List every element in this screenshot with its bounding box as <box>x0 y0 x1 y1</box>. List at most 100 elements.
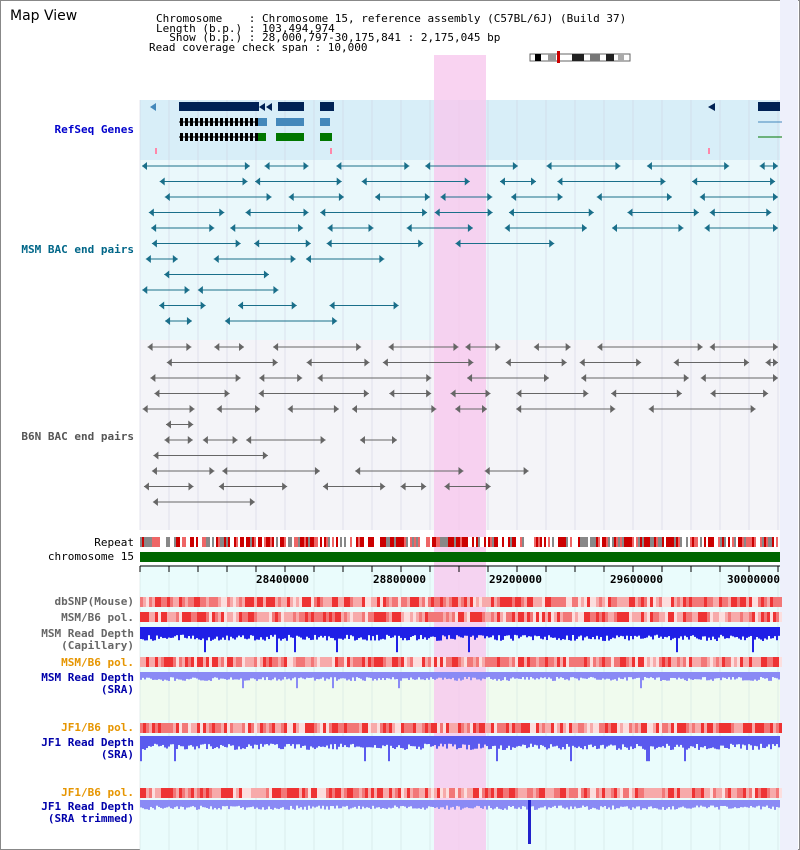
bac-pair[interactable] <box>351 405 437 413</box>
bac-pair[interactable] <box>700 374 778 382</box>
bac-pair[interactable] <box>450 389 491 398</box>
bac-pair[interactable] <box>646 162 730 170</box>
bac-pair[interactable] <box>166 358 278 367</box>
bac-pair[interactable] <box>611 389 682 398</box>
bac-pair[interactable] <box>579 358 642 367</box>
bac-pair[interactable] <box>355 467 464 475</box>
bac-pair[interactable] <box>224 317 338 325</box>
bac-pair[interactable] <box>197 286 279 294</box>
bac-pair[interactable] <box>164 193 272 201</box>
bac-pair[interactable] <box>255 177 342 186</box>
bac-pair[interactable] <box>152 498 255 506</box>
bac-pair[interactable] <box>455 239 555 248</box>
bac-pair[interactable] <box>165 420 194 429</box>
bac-pair[interactable] <box>329 301 399 310</box>
bac-pair[interactable] <box>151 239 241 248</box>
bac-pair[interactable] <box>202 436 238 444</box>
selected-region-highlight[interactable] <box>434 55 486 850</box>
bac-pair[interactable] <box>444 482 491 491</box>
bac-pair[interactable] <box>389 389 432 398</box>
bac-pair[interactable] <box>305 255 385 263</box>
bac-pair[interactable] <box>327 224 374 232</box>
bac-pair[interactable] <box>648 405 756 413</box>
bac-pair[interactable] <box>699 193 778 201</box>
bac-pair[interactable] <box>151 467 215 475</box>
bac-pair[interactable] <box>484 467 529 475</box>
bac-pair[interactable] <box>765 358 778 367</box>
bac-pair[interactable] <box>546 162 621 170</box>
bac-pair[interactable] <box>467 374 549 382</box>
bac-pair[interactable] <box>505 358 567 367</box>
bac-pair[interactable] <box>246 436 326 444</box>
bac-pair[interactable] <box>164 270 269 279</box>
bac-pair[interactable] <box>159 301 206 310</box>
bac-pair[interactable] <box>673 358 750 367</box>
bac-pair[interactable] <box>317 374 432 382</box>
bac-pair[interactable] <box>627 208 699 217</box>
bac-pair[interactable] <box>214 343 245 351</box>
bac-pair[interactable] <box>150 374 241 382</box>
repeat-track[interactable] <box>140 537 780 547</box>
bac-pair[interactable] <box>159 177 248 186</box>
bac-pair[interactable] <box>151 224 215 232</box>
bac-pair[interactable] <box>336 162 410 170</box>
bac-pair[interactable] <box>213 255 296 263</box>
bac-pair[interactable] <box>288 193 344 201</box>
bac-pair[interactable] <box>710 389 769 398</box>
bac-pair[interactable] <box>164 436 193 444</box>
bac-pair[interactable] <box>533 343 571 351</box>
bac-pair[interactable] <box>516 389 589 398</box>
chromosome-ideogram[interactable] <box>529 51 631 63</box>
bac-pair[interactable] <box>165 317 192 325</box>
bac-pair[interactable] <box>320 208 428 217</box>
bac-pair[interactable] <box>388 343 459 351</box>
bac-pair[interactable] <box>511 193 563 201</box>
bac-pair[interactable] <box>508 208 594 217</box>
refseq-genes[interactable] <box>150 102 782 154</box>
bac-pair[interactable] <box>245 208 309 217</box>
bac-pair[interactable] <box>504 224 587 232</box>
bac-pair[interactable] <box>465 343 501 351</box>
bac-pair[interactable] <box>516 405 616 413</box>
bac-pair[interactable] <box>326 239 424 248</box>
bac-pair[interactable] <box>143 482 194 491</box>
heatmap-tracks[interactable] <box>140 597 782 798</box>
bac-pair[interactable] <box>264 162 309 170</box>
chromosome-bar[interactable] <box>140 552 780 562</box>
bac-pair[interactable] <box>148 208 225 217</box>
bac-pair[interactable] <box>142 405 195 413</box>
bac-pair[interactable] <box>142 162 250 170</box>
bac-pair[interactable] <box>287 405 339 413</box>
bac-pair[interactable] <box>611 224 684 232</box>
bac-pair[interactable] <box>258 389 369 398</box>
bac-pair[interactable] <box>406 224 473 232</box>
bac-pair[interactable] <box>216 405 261 413</box>
bac-pair[interactable] <box>361 177 470 186</box>
bac-pair[interactable] <box>359 436 398 444</box>
bac-pair[interactable] <box>218 482 288 491</box>
bac-pair[interactable] <box>154 389 230 398</box>
bac-pair[interactable] <box>440 193 493 201</box>
bac-pair[interactable] <box>597 343 703 351</box>
bac-pair[interactable] <box>322 482 386 491</box>
bac-pair[interactable] <box>254 239 311 248</box>
bac-pair[interactable] <box>153 451 268 460</box>
bac-pair[interactable] <box>400 482 427 491</box>
bac-pair[interactable] <box>222 467 320 475</box>
bac-pair[interactable] <box>709 343 778 351</box>
bac-pair[interactable] <box>455 405 488 413</box>
bac-pair[interactable] <box>306 358 370 367</box>
depth-tracks[interactable] <box>140 627 780 844</box>
bac-pair[interactable] <box>273 343 362 351</box>
bac-pair[interactable] <box>434 208 493 217</box>
bac-pair[interactable] <box>596 193 672 201</box>
bac-pair[interactable] <box>259 374 303 382</box>
bac-pair[interactable] <box>759 162 778 170</box>
bac-pair[interactable] <box>142 286 190 294</box>
bac-pair[interactable] <box>382 358 474 367</box>
bac-pair[interactable] <box>230 224 304 232</box>
b6n-bac-pairs[interactable] <box>142 343 778 506</box>
bac-pair[interactable] <box>375 193 430 201</box>
bac-pair[interactable] <box>709 208 772 217</box>
